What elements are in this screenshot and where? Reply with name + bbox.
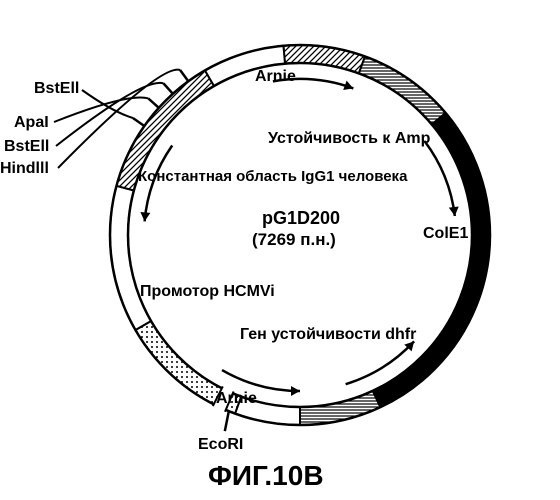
ecori-label: EcoRI <box>198 436 243 454</box>
hindiii-label: Hindlll <box>0 160 49 178</box>
arnie-bottom-label: Arnie <box>216 390 257 408</box>
bstell-top-label: BstEll <box>34 80 79 98</box>
arnie-top-label: Arnie <box>255 68 296 86</box>
plasmid-size: (7269 п.н.) <box>252 230 336 250</box>
dhfr-label: Ген устойчивости dhfr <box>240 326 416 344</box>
plasmid-name: pG1D200 <box>262 208 340 229</box>
amp-label: Устойчивость к Amp <box>268 130 430 148</box>
bstell-bot-label: BstEll <box>4 138 49 156</box>
hcmvi-label: Промотор HCMVi <box>140 283 275 301</box>
plasmid-map-figure: pG1D200 (7269 п.н.) Arnie Устойчивость к… <box>0 0 560 500</box>
apal-label: ApaI <box>14 114 49 132</box>
cole1-label: ColE1 <box>423 225 468 243</box>
figure-title: ФИГ.10B <box>208 460 324 492</box>
igg1-label: Константная область IgG1 человека <box>138 168 407 185</box>
